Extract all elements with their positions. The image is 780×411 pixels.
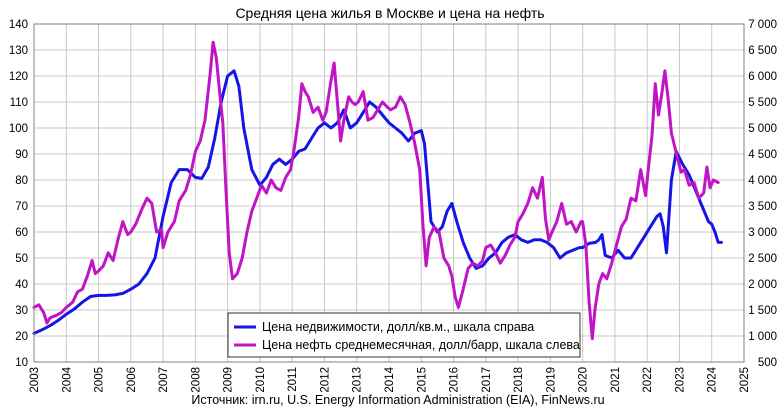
x-tick-label: 2024 bbox=[707, 366, 719, 392]
right-tick-label: 1 000 bbox=[748, 331, 777, 343]
x-tick-label: 2014 bbox=[384, 366, 396, 392]
left-tick-label: 90 bbox=[15, 149, 28, 161]
x-tick-label: 2003 bbox=[29, 367, 41, 393]
left-tick-label: 50 bbox=[15, 253, 28, 265]
x-tick-label: 2015 bbox=[416, 367, 428, 393]
right-tick-label: 2 000 bbox=[748, 279, 777, 291]
legend-label-oil: Цена нефть среднемесячная, долл/барр, шк… bbox=[262, 338, 580, 352]
right-tick-label: 6 500 bbox=[748, 45, 777, 57]
x-tick-label: 2006 bbox=[126, 367, 138, 393]
legend-label-property: Цена недвижимости, долл/кв.м., шкала спр… bbox=[262, 320, 534, 334]
x-tick-label: 2005 bbox=[94, 367, 106, 393]
series-layer bbox=[32, 40, 723, 341]
x-tick-label: 2023 bbox=[674, 367, 686, 393]
right-tick-label: 1 500 bbox=[748, 305, 777, 317]
x-tick-label: 2019 bbox=[545, 367, 557, 393]
x-tick-label: 2008 bbox=[190, 367, 202, 393]
left-tick-label: 110 bbox=[10, 97, 28, 109]
legend: Цена недвижимости, долл/кв.м., шкала спр… bbox=[227, 312, 581, 358]
x-tick-label: 2022 bbox=[642, 367, 654, 393]
left-axis-ticks: 10 20 30 40 50 60 70 80 90 100 110 120 130 140 bbox=[9, 19, 28, 369]
left-tick-label: 130 bbox=[9, 45, 28, 57]
chart-grid bbox=[33, 23, 745, 363]
series-line-1 bbox=[32, 40, 720, 341]
x-tick-label: 2011 bbox=[287, 367, 299, 392]
right-tick-label: 500 bbox=[758, 357, 777, 369]
x-tick-label: 2010 bbox=[255, 367, 267, 393]
left-tick-label: 140 bbox=[9, 19, 28, 31]
x-tick-label: 2017 bbox=[481, 367, 493, 393]
left-tick-label: 80 bbox=[15, 175, 28, 187]
x-tick-label: 2021 bbox=[610, 367, 622, 393]
series-line-0 bbox=[32, 69, 723, 335]
left-tick-label: 30 bbox=[15, 305, 28, 317]
left-tick-label: 120 bbox=[9, 71, 28, 83]
right-tick-label: 5 500 bbox=[748, 97, 777, 109]
x-axis-ticks: 2003 2004 2005 2006 2007 2008 2009 2010 2011 2012… bbox=[29, 366, 751, 392]
x-tick-label: 2013 bbox=[352, 367, 364, 393]
x-tick-label: 2016 bbox=[449, 367, 461, 393]
x-tick-label: 2018 bbox=[513, 367, 525, 393]
left-tick-label: 100 bbox=[9, 123, 28, 135]
right-tick-label: 5 000 bbox=[748, 123, 777, 135]
right-tick-label: 2 500 bbox=[748, 253, 777, 265]
legend-box bbox=[227, 312, 581, 358]
x-tick-label: 2012 bbox=[319, 367, 331, 393]
plot-frame bbox=[33, 23, 745, 363]
chart-source: Источник: irn.ru, U.S. Energy Informatio… bbox=[191, 393, 604, 407]
left-tick-label: 70 bbox=[15, 201, 28, 213]
x-tick-label: 2025 bbox=[739, 367, 751, 393]
right-tick-label: 6 000 bbox=[748, 71, 777, 83]
right-tick-label: 3 000 bbox=[748, 227, 777, 239]
right-tick-label: 4 000 bbox=[748, 175, 777, 187]
right-axis-ticks: 500 1 000 1 500 2 000 2 500 3 000 3 500 4 000 4 … bbox=[748, 19, 777, 369]
left-tick-label: 10 bbox=[15, 357, 28, 369]
right-tick-label: 3 500 bbox=[748, 201, 777, 213]
x-tick-label: 2004 bbox=[61, 366, 73, 392]
right-tick-label: 7 000 bbox=[748, 19, 777, 31]
left-tick-label: 40 bbox=[15, 279, 28, 291]
left-tick-label: 60 bbox=[15, 227, 28, 239]
chart-title: Средняя цена жилья в Москве и цена на не… bbox=[235, 5, 544, 21]
right-tick-label: 4 500 bbox=[748, 149, 777, 161]
x-tick-label: 2007 bbox=[158, 367, 170, 393]
x-tick-label: 2009 bbox=[223, 367, 235, 393]
left-tick-label: 20 bbox=[15, 331, 28, 343]
x-tick-label: 2020 bbox=[578, 367, 590, 393]
